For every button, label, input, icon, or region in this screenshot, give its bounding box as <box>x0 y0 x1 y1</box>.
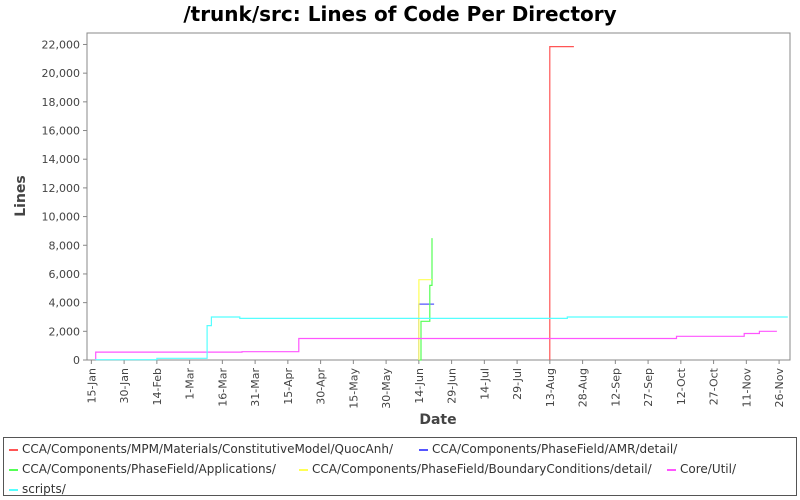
x-tick-label: 14-Jul <box>478 368 491 400</box>
series-line <box>95 316 788 361</box>
x-axis-label: Date <box>419 412 456 428</box>
x-axis: 15-Jan 30-Jan 14-Feb 1-Mar 16-Mar 31-Mar 15-Ap… <box>85 360 786 409</box>
legend-item: CCA/Components/PhaseField/AMR/detail/ <box>419 440 677 458</box>
legend-label: scripts/ <box>22 482 66 496</box>
legend-label: Core/Util/ <box>680 462 737 476</box>
legend-item: CCA/Components/MPM/Materials/Constitutiv… <box>9 440 393 458</box>
y-tick-label: 6,000 <box>49 268 81 281</box>
x-tick-label: 26-Nov <box>773 368 786 408</box>
chart-title: /trunk/src: Lines of Code Per Directory <box>183 2 617 26</box>
y-axis: 0 2,000 4,000 6,000 8,000 10,000 12,000 14,000 1… <box>42 38 87 367</box>
x-tick-label: 11-Nov <box>740 368 753 408</box>
x-tick-label: 1-Mar <box>184 368 197 400</box>
x-tick-label: 27-Sep <box>642 368 655 407</box>
y-tick-label: 4,000 <box>49 297 81 310</box>
x-tick-label: 14-Jun <box>413 368 426 404</box>
legend-label: CCA/Components/PhaseField/Applications/ <box>22 462 276 476</box>
y-tick-label: 8,000 <box>49 239 81 252</box>
x-tick-label: 15-Jan <box>85 368 98 404</box>
x-tick-label: 30-May <box>380 368 393 409</box>
y-tick-label: 14,000 <box>42 153 81 166</box>
x-tick-label: 16-Mar <box>216 368 229 407</box>
legend-item: CCA/Components/PhaseField/BoundaryCondit… <box>299 460 652 478</box>
x-tick-label: 29-Jul <box>511 368 524 400</box>
x-tick-label: 12-Sep <box>609 368 622 407</box>
legend-swatch <box>9 468 18 471</box>
series-line <box>549 45 574 360</box>
legend-swatch <box>419 448 428 451</box>
x-tick-label: 30-Apr <box>315 368 328 405</box>
legend-swatch <box>299 468 308 471</box>
y-axis-label: Lines <box>13 175 29 217</box>
x-tick-label: 30-Jan <box>118 368 131 404</box>
plot-area <box>86 32 791 361</box>
legend-label: CCA/Components/PhaseField/AMR/detail/ <box>432 442 678 456</box>
legend-label: CCA/Components/PhaseField/BoundaryCondit… <box>312 462 652 476</box>
x-tick-label: 15-Apr <box>282 368 295 405</box>
y-tick-label: 20,000 <box>42 67 81 80</box>
legend-swatch <box>9 488 18 491</box>
x-tick-label: 28-Aug <box>577 368 590 407</box>
y-tick-label: 2,000 <box>49 325 81 338</box>
x-tick-label: 27-Oct <box>708 367 721 405</box>
y-tick-label: 22,000 <box>42 38 81 51</box>
series-line <box>418 279 432 360</box>
y-tick-label: 16,000 <box>42 125 81 138</box>
x-tick-label: 12-Oct <box>675 367 688 405</box>
series-line <box>95 330 777 360</box>
legend: CCA/Components/MPM/Materials/Constitutiv… <box>3 437 797 496</box>
legend-item: CCA/Components/PhaseField/Applications/ <box>9 460 276 478</box>
x-tick-label: 31-Mar <box>249 368 262 407</box>
series-line <box>418 238 433 361</box>
line-chart: 0 2,000 4,000 6,000 8,000 10,000 12,000 14,000 1… <box>13 32 791 428</box>
x-tick-label: 15-May <box>347 368 360 409</box>
series-lines <box>95 45 788 361</box>
y-tick-label: 12,000 <box>42 182 81 195</box>
legend-item: Core/Util/ <box>667 460 736 478</box>
legend-item: scripts/ <box>9 480 66 498</box>
x-tick-label: 14-Feb <box>151 368 164 405</box>
legend-swatch <box>667 468 676 471</box>
y-tick-label: 10,000 <box>42 211 81 224</box>
y-tick-label: 0 <box>73 354 80 367</box>
legend-swatch <box>9 448 18 451</box>
x-tick-label: 13-Aug <box>544 368 557 407</box>
legend-label: CCA/Components/MPM/Materials/Constitutiv… <box>22 442 393 456</box>
x-tick-label: 29-Jun <box>446 368 459 404</box>
y-tick-label: 18,000 <box>42 96 81 109</box>
